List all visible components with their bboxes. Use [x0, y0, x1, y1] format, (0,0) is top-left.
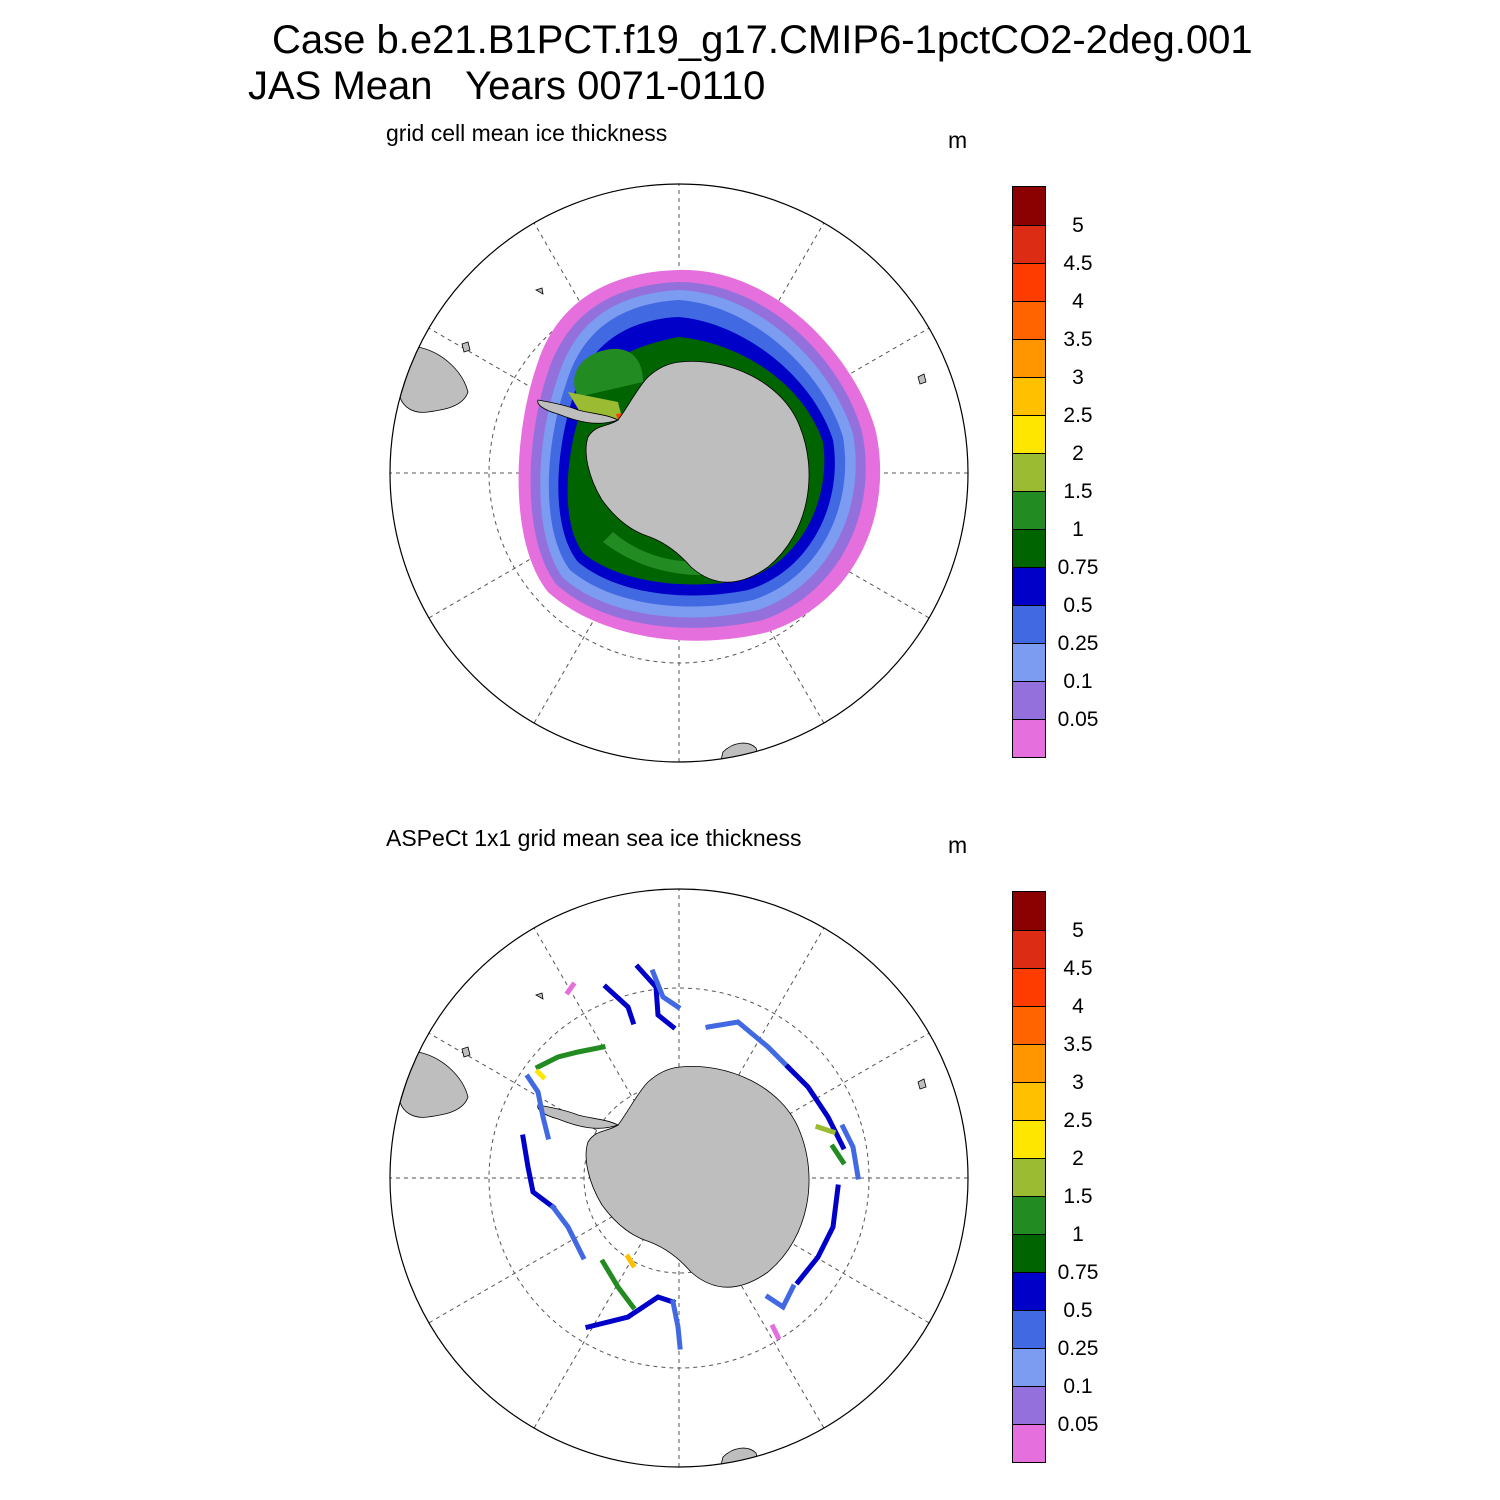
australia-tip [719, 742, 761, 762]
island-2 [917, 373, 927, 385]
colorbar-1-label: 0.25 [1057, 632, 1099, 655]
swatch [1013, 529, 1045, 567]
panel-2-colorbar [1012, 891, 1046, 1463]
swatch [1013, 605, 1045, 643]
swatch [1013, 1424, 1045, 1462]
colorbar-2-label: 5 [1072, 919, 1084, 942]
swatch [1013, 187, 1045, 225]
swatch [1013, 1272, 1045, 1310]
colorbar-2-label: 3 [1072, 1071, 1084, 1094]
colorbar-1-label: 0.75 [1057, 556, 1099, 579]
subtitle-period: JAS Mean Years 0071-0110 [248, 64, 766, 108]
island-3 [535, 992, 544, 1000]
swatch [1013, 491, 1045, 529]
colorbar-1-label: 0.1 [1063, 670, 1093, 693]
colorbar-1-label: 2.5 [1063, 404, 1093, 427]
colorbar-2-label: 4 [1072, 995, 1084, 1018]
colorbar-1-label: 4 [1072, 290, 1084, 313]
swatch [1013, 225, 1045, 263]
swatch [1013, 1234, 1045, 1272]
panel-2-title: ASPeCt 1x1 grid mean sea ice thickness [386, 825, 802, 851]
swatch [1013, 415, 1045, 453]
island-3 [535, 287, 544, 295]
swatch [1013, 1348, 1045, 1386]
antarctic-peninsula [537, 399, 620, 424]
island-1 [461, 341, 471, 353]
map-border [389, 888, 969, 1468]
swatch [1013, 301, 1045, 339]
colorbar-1-label: 1 [1072, 518, 1084, 541]
panel-1-colorbar [1012, 186, 1046, 758]
swatch [1013, 377, 1045, 415]
swatch [1013, 681, 1045, 719]
swatch [1013, 719, 1045, 757]
colorbar-2-label: 0.05 [1057, 1413, 1099, 1436]
colorbar-2-label: 4.5 [1063, 957, 1093, 980]
colorbar-2-label: 0.5 [1063, 1299, 1093, 1322]
swatch [1013, 567, 1045, 605]
panel-1-title: grid cell mean ice thickness [386, 120, 668, 146]
colorbar-1-label: 0.5 [1063, 594, 1093, 617]
colorbar-2-label: 1 [1072, 1223, 1084, 1246]
swatch [1013, 263, 1045, 301]
colorbar-2-label: 2.5 [1063, 1109, 1093, 1132]
swatch [1013, 453, 1045, 491]
swatch [1013, 643, 1045, 681]
colorbar-1-label: 2 [1072, 442, 1084, 465]
land-masses [399, 992, 927, 1467]
colorbar-1-label: 3.5 [1063, 328, 1093, 351]
swatch [1013, 1158, 1045, 1196]
ship-observation-tracks [520, 963, 861, 1350]
colorbar-1-label: 3 [1072, 366, 1084, 389]
panel-1-polar-map [389, 183, 969, 763]
island-1 [461, 1046, 471, 1058]
panel-2-units: m [948, 832, 968, 858]
colorbar-1-label: 1.5 [1063, 480, 1093, 503]
south-america [399, 346, 469, 413]
swatch [1013, 1386, 1045, 1424]
swatch [1013, 892, 1045, 930]
colorbar-2-label: 0.75 [1057, 1261, 1099, 1284]
colorbar-1-label: 0.05 [1057, 708, 1099, 731]
swatch [1013, 1044, 1045, 1082]
antarctica [585, 360, 810, 583]
colorbar-2-label: 0.25 [1057, 1337, 1099, 1360]
colorbar-2-label: 1.5 [1063, 1185, 1093, 1208]
swatch [1013, 339, 1045, 377]
colorbar-2-label: 3.5 [1063, 1033, 1093, 1056]
panel-1-units: m [948, 127, 968, 153]
swatch [1013, 930, 1045, 968]
land-masses [399, 287, 927, 762]
colorbar-1-label: 4.5 [1063, 252, 1093, 275]
map-border [389, 183, 969, 763]
swatch [1013, 1006, 1045, 1044]
swatch [1013, 1310, 1045, 1348]
colorbar-1-label: 5 [1072, 214, 1084, 237]
swatch [1013, 1120, 1045, 1158]
south-america [399, 1051, 469, 1118]
panel-2-polar-map [389, 888, 969, 1468]
colorbar-2-label: 0.1 [1063, 1375, 1093, 1398]
main-title: Case b.e21.B1PCT.f19_g17.CMIP6-1pctCO2-2… [272, 18, 1253, 62]
island-2 [917, 1078, 927, 1090]
swatch [1013, 1082, 1045, 1120]
antarctica [585, 1065, 810, 1288]
colorbar-2-label: 2 [1072, 1147, 1084, 1170]
antarctic-peninsula [537, 1104, 620, 1129]
swatch [1013, 1196, 1045, 1234]
swatch [1013, 968, 1045, 1006]
australia-tip [719, 1447, 761, 1467]
